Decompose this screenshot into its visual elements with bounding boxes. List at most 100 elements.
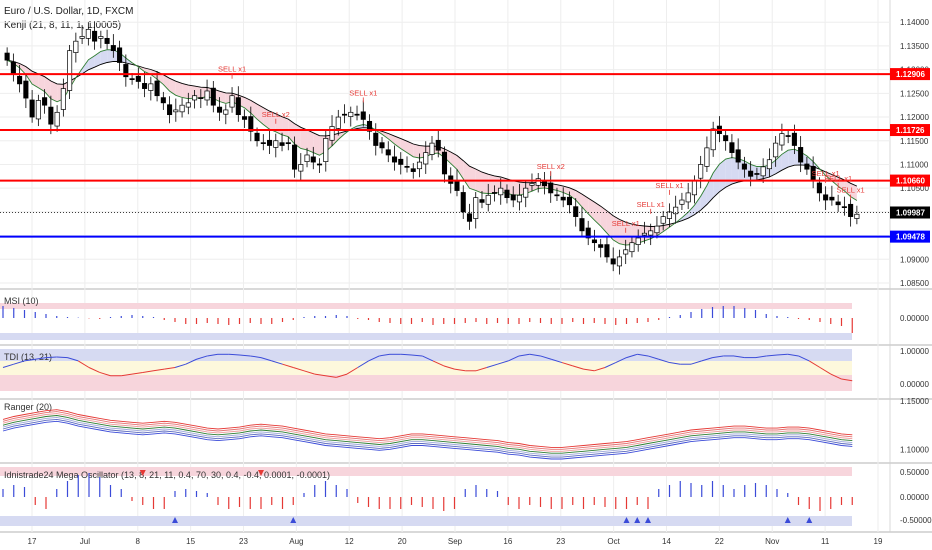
tdi-pane[interactable]: TDI (13, 21) 1.00000 0.00000 [0, 347, 929, 391]
trend-cloud [688, 205, 695, 219]
trend-cloud [606, 210, 614, 240]
trend-cloud [219, 91, 226, 104]
time-tick-label: 22 [715, 537, 724, 546]
tdi-line-segment [690, 360, 702, 365]
trend-cloud [163, 74, 170, 92]
osc-up-marker [806, 517, 813, 523]
time-tick-label: 14 [662, 537, 671, 546]
candle-body [573, 206, 579, 217]
candle-body [854, 213, 860, 219]
candle-body [73, 40, 79, 53]
symbol-title: Euro / U.S. Dollar, 1D, FXCM [4, 6, 134, 17]
trend-cloud [175, 81, 183, 98]
time-tick-label: Jul [80, 537, 90, 546]
tdi-upper-zone [0, 349, 852, 361]
candle-body [816, 182, 822, 194]
msi-tick-label: 0.00000 [900, 314, 929, 323]
oscillator-pane[interactable]: Idnistrade24 Mega Oscillator (13, 8, 21,… [0, 467, 932, 526]
time-tick-label: Sep [448, 537, 463, 546]
candle-body [379, 142, 385, 149]
trend-cloud [469, 166, 476, 191]
time-tick-label: 23 [239, 537, 248, 546]
candle-body [660, 216, 666, 224]
candle-body [760, 166, 766, 177]
tdi-line-segment [260, 357, 272, 362]
candle-body [766, 159, 772, 170]
ranger-band-line [2, 416, 853, 456]
tdi-mid-zone [0, 361, 852, 375]
tdi-line-segment [594, 367, 606, 372]
candle-body [391, 156, 398, 163]
price-tick-label: 1.14000 [900, 18, 929, 27]
trend-cloud [269, 111, 276, 132]
trend-cloud [788, 149, 795, 168]
candle-body [748, 170, 754, 177]
candle-body [435, 139, 441, 151]
time-axis[interactable]: 17 Jul 8 15 23 Aug 12 20 Sep 16 23 Oct 14 22 Nov 11 19 [28, 537, 883, 546]
candle-body [235, 97, 241, 116]
tdi-line-segment [239, 354, 251, 357]
candle-body [85, 28, 91, 39]
candle-body [210, 87, 216, 106]
osc-up-marker [784, 517, 791, 523]
trend-cloud [450, 152, 457, 170]
candle-body [254, 132, 260, 142]
candle-body [416, 161, 423, 170]
tdi-line-segment [604, 362, 616, 368]
price-tick-label: 1.11000 [900, 160, 929, 169]
tdi-line-segment [185, 358, 197, 365]
trend-cloud [663, 224, 670, 232]
candle-body [623, 249, 629, 255]
trend-cloud [307, 129, 314, 153]
tdi-line-segment [35, 357, 47, 360]
trend-cloud [94, 51, 101, 68]
trend-cloud [388, 133, 395, 145]
tdi-line-segment [475, 367, 487, 372]
trend-cloud [288, 119, 295, 144]
trend-cloud [107, 49, 114, 63]
sell-signal-label: SELL x1 [824, 174, 852, 183]
tdi-line-segment [454, 368, 466, 372]
tdi-line-segment [486, 363, 498, 368]
candle-body [160, 97, 166, 104]
candle-body [260, 142, 266, 145]
msi-title: MSI (10) [4, 296, 39, 306]
candle-body [529, 183, 535, 186]
candle-body [654, 225, 660, 234]
tdi-line-segment [56, 356, 68, 359]
candle-body [148, 83, 154, 91]
tdi-line-segment [346, 367, 359, 375]
msi-pane[interactable]: MSI (10) 0.00000 [0, 296, 929, 340]
time-tick-label: 23 [556, 537, 565, 546]
trend-cloud [263, 107, 270, 130]
trend-cloud [50, 81, 58, 102]
candle-body [498, 187, 504, 196]
time-tick-label: 11 [821, 537, 830, 546]
trend-cloud [619, 219, 626, 246]
candle-body [729, 142, 735, 153]
trend-cloud [725, 157, 732, 188]
candle-body [679, 199, 685, 205]
candle-body [310, 156, 316, 163]
candle-body [92, 30, 98, 42]
tdi-line-segment [540, 355, 552, 360]
tdi-line-segment [207, 353, 219, 357]
trend-cloud [194, 86, 201, 99]
candle-body [829, 196, 835, 201]
tdi-line-segment [379, 353, 391, 357]
candle-body [491, 192, 498, 194]
candle-body [441, 151, 448, 175]
tdi-line-segment [99, 371, 111, 377]
candle-body [42, 97, 48, 106]
tdi-line-segment [282, 363, 294, 368]
ranger-pane[interactable]: Ranger (20) 1.15000 1.10000 [2, 397, 929, 460]
candle-body [585, 227, 591, 239]
price-axis[interactable]: 1.140001.135001.130001.125001.120001.115… [890, 18, 930, 288]
candle-body [704, 147, 710, 167]
ranger-tick-label: 1.10000 [900, 445, 929, 454]
candle-body [841, 206, 847, 209]
candle-body [329, 126, 335, 141]
tdi-line-segment [819, 367, 832, 375]
